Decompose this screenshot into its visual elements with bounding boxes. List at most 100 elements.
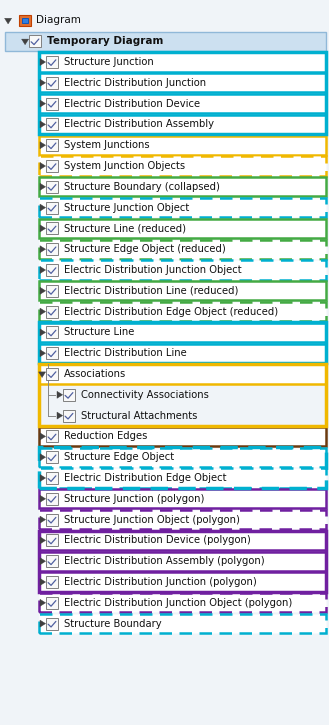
Bar: [46, 493, 58, 505]
Bar: [46, 202, 58, 214]
Text: Electric Distribution Line (reduced): Electric Distribution Line (reduced): [64, 286, 239, 296]
Bar: [46, 285, 58, 297]
Bar: [46, 160, 58, 172]
Text: Connectivity Associations: Connectivity Associations: [81, 390, 209, 399]
Polygon shape: [40, 537, 46, 544]
Polygon shape: [22, 39, 29, 45]
Polygon shape: [40, 579, 46, 586]
Bar: [39, 219, 326, 238]
Text: System Junctions: System Junctions: [64, 140, 150, 150]
Text: Associations: Associations: [64, 369, 126, 379]
Bar: [5, 32, 326, 51]
Bar: [39, 614, 326, 633]
Text: Structure Boundary: Structure Boundary: [64, 618, 162, 629]
Bar: [39, 52, 326, 134]
Bar: [46, 451, 58, 463]
Polygon shape: [38, 372, 46, 378]
Polygon shape: [40, 204, 46, 211]
Bar: [46, 305, 58, 318]
Text: Electric Distribution Junction (polygon): Electric Distribution Junction (polygon): [64, 577, 257, 587]
Text: Structure Line (reduced): Structure Line (reduced): [64, 223, 186, 233]
Polygon shape: [40, 558, 46, 565]
Text: Electric Distribution Assembly: Electric Distribution Assembly: [64, 120, 214, 129]
Text: Diagram: Diagram: [36, 15, 81, 25]
Polygon shape: [40, 620, 46, 627]
Text: Structure Junction (polygon): Structure Junction (polygon): [64, 494, 205, 504]
Bar: [46, 243, 58, 255]
Polygon shape: [40, 454, 46, 460]
Bar: [19, 15, 31, 25]
Polygon shape: [40, 79, 46, 86]
Bar: [39, 302, 326, 321]
Bar: [46, 513, 58, 526]
Text: Electric Distribution Device: Electric Distribution Device: [64, 99, 200, 109]
Bar: [46, 472, 58, 484]
Text: Structure Edge Object (reduced): Structure Edge Object (reduced): [64, 244, 226, 254]
Text: System Junction Objects: System Junction Objects: [64, 161, 185, 171]
Bar: [46, 181, 58, 193]
Bar: [39, 177, 326, 196]
Text: Electric Distribution Junction Object (polygon): Electric Distribution Junction Object (p…: [64, 598, 292, 608]
Polygon shape: [40, 474, 46, 481]
Polygon shape: [40, 100, 46, 107]
Bar: [39, 510, 326, 529]
Text: Structure Boundary (collapsed): Structure Boundary (collapsed): [64, 182, 220, 192]
Bar: [39, 531, 326, 550]
Bar: [39, 323, 326, 342]
Bar: [46, 576, 58, 588]
Polygon shape: [40, 349, 46, 357]
Text: Structure Junction: Structure Junction: [64, 57, 154, 67]
Bar: [39, 344, 326, 362]
Bar: [46, 555, 58, 567]
Bar: [46, 597, 58, 609]
Polygon shape: [40, 246, 46, 253]
Bar: [46, 223, 58, 234]
Bar: [46, 77, 58, 89]
Polygon shape: [5, 18, 12, 24]
Bar: [46, 264, 58, 276]
Bar: [39, 573, 326, 592]
Bar: [46, 368, 58, 380]
Polygon shape: [40, 225, 46, 232]
Bar: [46, 534, 58, 547]
Polygon shape: [40, 267, 46, 273]
Polygon shape: [40, 433, 46, 440]
Bar: [39, 365, 326, 384]
Bar: [22, 18, 28, 22]
Bar: [46, 347, 58, 359]
Polygon shape: [40, 308, 46, 315]
Bar: [39, 157, 326, 175]
Bar: [39, 593, 326, 613]
Polygon shape: [40, 287, 46, 294]
Bar: [39, 52, 326, 72]
Polygon shape: [57, 412, 63, 419]
Text: Structure Edge Object: Structure Edge Object: [64, 452, 174, 463]
Bar: [39, 239, 326, 259]
Polygon shape: [57, 392, 63, 398]
Polygon shape: [40, 329, 46, 336]
Bar: [46, 326, 58, 339]
Polygon shape: [40, 600, 46, 606]
Polygon shape: [40, 59, 46, 65]
Bar: [46, 139, 58, 152]
Text: Electric Distribution Device (polygon): Electric Distribution Device (polygon): [64, 535, 251, 545]
Text: Structural Attachments: Structural Attachments: [81, 410, 198, 420]
Polygon shape: [40, 183, 46, 190]
Text: Electric Distribution Assembly (polygon): Electric Distribution Assembly (polygon): [64, 556, 265, 566]
Bar: [39, 323, 326, 363]
Bar: [39, 281, 326, 300]
Bar: [39, 468, 326, 488]
Bar: [39, 260, 326, 280]
Polygon shape: [40, 121, 46, 128]
Bar: [39, 531, 326, 592]
Text: Electric Distribution Junction Object: Electric Distribution Junction Object: [64, 265, 242, 275]
Text: Electric Distribution Edge Object (reduced): Electric Distribution Edge Object (reduc…: [64, 307, 278, 317]
Text: Structure Junction Object: Structure Junction Object: [64, 202, 190, 212]
Bar: [46, 56, 58, 68]
Polygon shape: [40, 162, 46, 170]
Bar: [39, 115, 326, 134]
Bar: [46, 118, 58, 130]
Text: Electric Distribution Edge Object: Electric Distribution Edge Object: [64, 473, 227, 483]
Bar: [46, 98, 58, 109]
Bar: [39, 427, 326, 446]
